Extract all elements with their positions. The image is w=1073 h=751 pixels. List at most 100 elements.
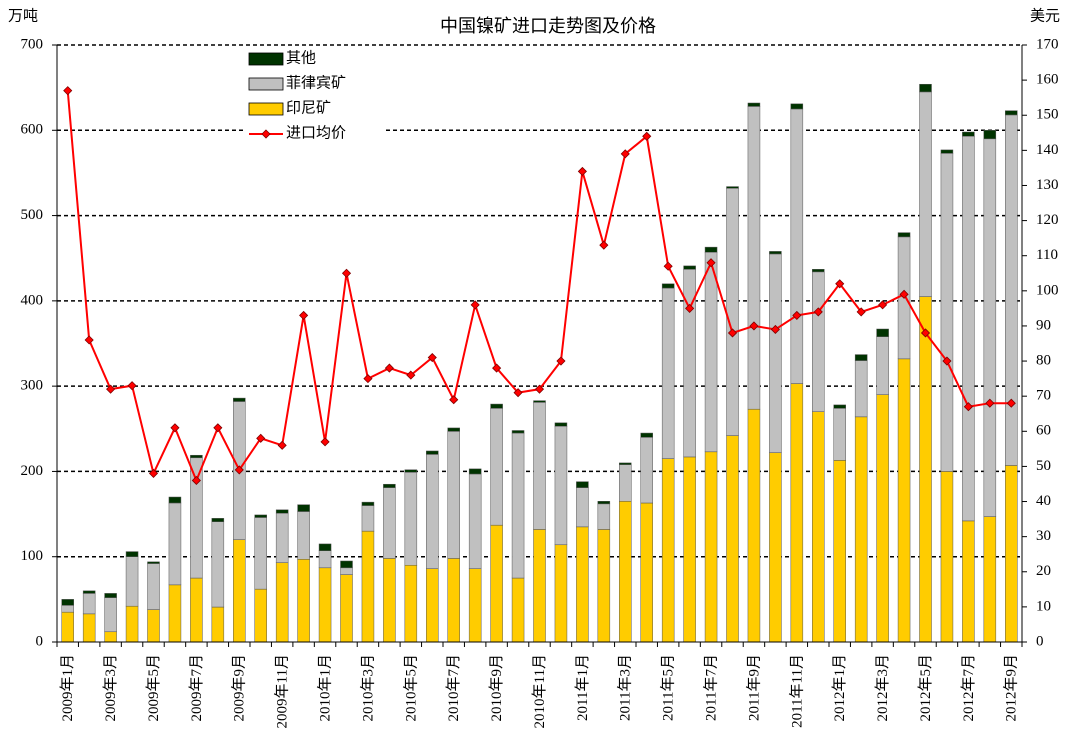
- y2-tick-label: 0: [1036, 633, 1044, 649]
- legend-swatch: [248, 102, 284, 116]
- x-tick-label: 2011年5月: [660, 654, 677, 721]
- price-marker: [899, 289, 909, 299]
- price-marker: [706, 258, 716, 268]
- legend-marker: [261, 129, 271, 139]
- y2-axis-label: 美元: [1030, 7, 1060, 24]
- bar-segment: [704, 451, 718, 643]
- bar-segment: [426, 454, 439, 569]
- price-marker: [277, 440, 287, 450]
- bar-segment: [361, 530, 375, 643]
- bar-segment: [361, 505, 375, 532]
- bar-segment: [769, 253, 782, 453]
- bar-segment: [340, 574, 353, 643]
- price-marker: [191, 475, 201, 486]
- price-marker: [534, 384, 545, 394]
- bar-segment: [104, 593, 117, 598]
- bar-segment: [683, 265, 696, 270]
- price-marker: [234, 465, 244, 475]
- bar-segment: [233, 539, 246, 643]
- price-marker: [449, 395, 459, 405]
- price-marker: [577, 166, 587, 176]
- y2-tick-label: 20: [1036, 563, 1051, 579]
- x-tick-label: 2012年3月: [874, 654, 891, 722]
- bar-segment: [854, 354, 868, 361]
- bar-segment: [640, 437, 653, 504]
- bar-segment: [919, 83, 932, 93]
- price-marker: [620, 149, 630, 159]
- price-marker: [813, 307, 823, 317]
- price-marker: [556, 356, 566, 366]
- bar-segment: [147, 563, 160, 610]
- bar-segment: [533, 529, 546, 643]
- bar-segment: [254, 517, 267, 590]
- y-tick-label: 200: [21, 463, 44, 479]
- bar-segment: [297, 559, 310, 643]
- bar-segment: [468, 468, 482, 475]
- bar-segment: [576, 487, 589, 528]
- bar-segment: [983, 138, 997, 517]
- bar-segment: [812, 271, 825, 412]
- bar-segment: [597, 501, 611, 505]
- legend-label: 印尼矿: [286, 99, 331, 116]
- bar-segment: [962, 131, 975, 137]
- bar-segment: [147, 609, 160, 643]
- legend-label: 菲律宾矿: [286, 74, 346, 91]
- price-marker: [363, 374, 373, 384]
- bar-segment: [447, 427, 460, 432]
- y2-tick-label: 110: [1036, 247, 1058, 263]
- x-tick-label: 2009年5月: [145, 654, 162, 722]
- price-marker: [320, 437, 330, 447]
- bar-segment: [168, 502, 182, 586]
- bar-segment: [854, 360, 868, 418]
- bar-segment: [747, 102, 761, 107]
- bar-segment: [983, 516, 997, 643]
- y2-tick-label: 140: [1036, 142, 1059, 158]
- price-marker: [170, 423, 180, 433]
- price-marker: [985, 398, 995, 408]
- bar-segment: [619, 462, 632, 465]
- bar-segment: [426, 568, 439, 643]
- bar-segment: [854, 416, 868, 643]
- y-tick-label: 500: [21, 207, 44, 223]
- price-marker: [406, 370, 416, 380]
- bar-segment: [447, 558, 460, 643]
- bar-segment: [554, 422, 568, 427]
- x-tick-label: 2011年1月: [574, 654, 591, 721]
- bar-segment: [275, 562, 289, 643]
- bar-segment: [940, 153, 954, 472]
- y2-tick-label: 50: [1036, 458, 1051, 474]
- bar-segment: [769, 251, 782, 255]
- bar-segment: [404, 472, 418, 566]
- price-marker: [685, 303, 695, 313]
- bar-segment: [640, 432, 653, 438]
- y-tick-label: 600: [21, 122, 44, 138]
- x-tick-label: 2010年9月: [488, 654, 505, 722]
- y2-tick-label: 70: [1036, 388, 1051, 404]
- bar-segment: [619, 464, 632, 502]
- bar-segment: [897, 232, 911, 238]
- x-tick-label: 2011年3月: [617, 654, 634, 721]
- bar-segment: [833, 408, 846, 461]
- price-marker: [642, 131, 652, 141]
- price-marker: [727, 328, 738, 338]
- bar-segment: [661, 287, 675, 459]
- bar-segment: [876, 328, 889, 337]
- bar-segment: [983, 130, 997, 140]
- bar-segment: [233, 397, 246, 402]
- bar-segment: [962, 136, 975, 522]
- bar-segment: [661, 458, 675, 643]
- bar-segment: [211, 521, 225, 608]
- bar-segment: [447, 431, 460, 559]
- bar-segment: [619, 501, 632, 643]
- bar-segment: [254, 514, 267, 518]
- x-tick-label: 2010年3月: [359, 654, 376, 722]
- bar-segment: [1005, 110, 1018, 116]
- y-tick-label: 0: [36, 633, 44, 649]
- price-marker: [106, 384, 116, 394]
- bar-segment: [597, 503, 611, 530]
- price-marker: [749, 321, 759, 331]
- bar-segment: [790, 383, 804, 643]
- bar-segment: [511, 432, 525, 579]
- bar-segment: [190, 454, 203, 459]
